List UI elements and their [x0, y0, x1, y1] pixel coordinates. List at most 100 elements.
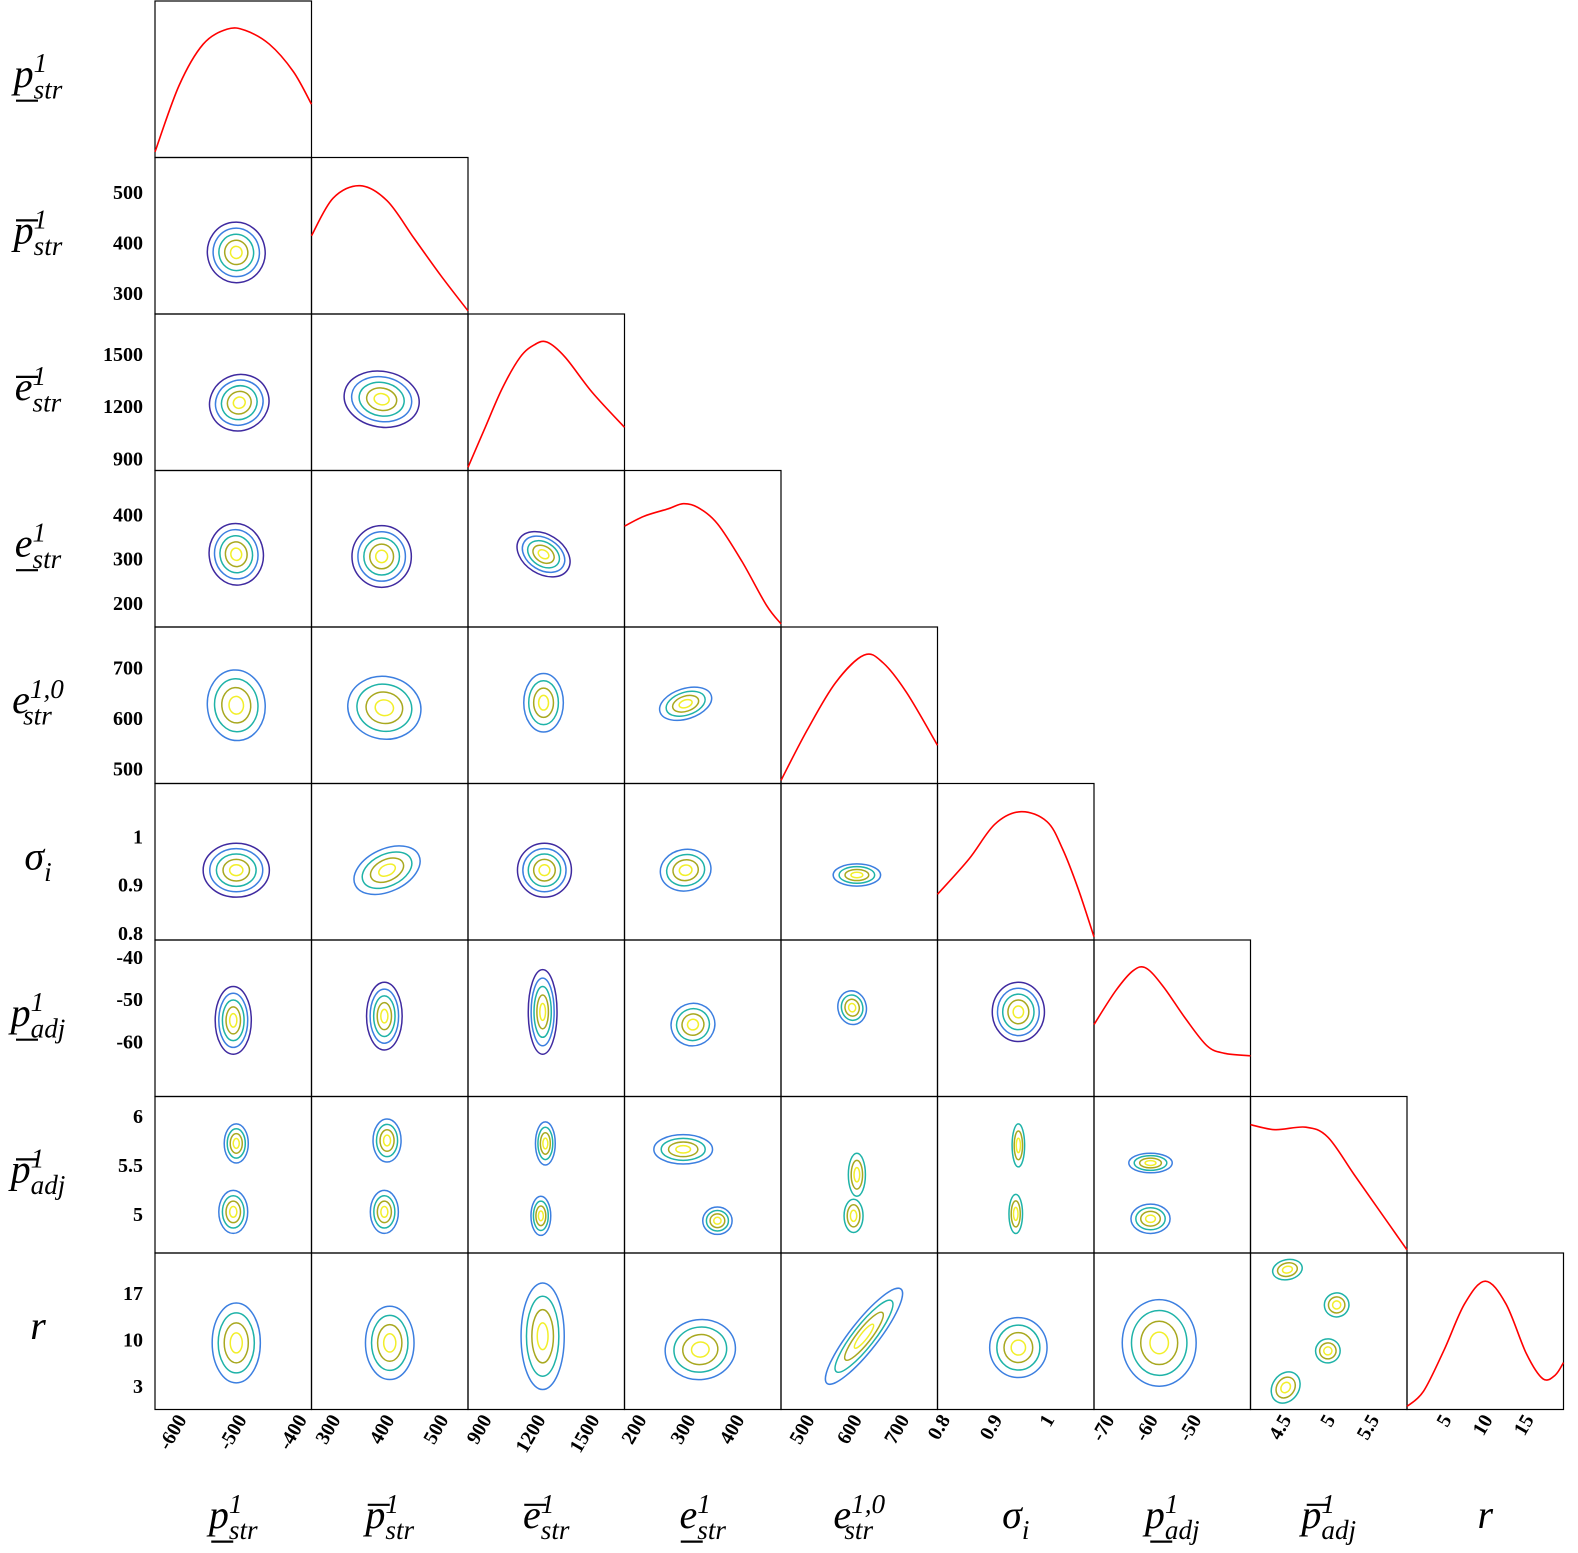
contour-p_adj_low-e_str_low-0-1 — [675, 1007, 711, 1042]
contours-e_str_up-p_str_up — [343, 370, 420, 429]
contour-r-e_str_low-0-2 — [681, 1333, 719, 1366]
contour-e_str_up-p_str_up-0-2 — [358, 381, 405, 417]
contour-p_adj_up-p_str_up-0-2 — [379, 1129, 395, 1153]
contour-r-e_str_up-0-3 — [536, 1322, 549, 1351]
x-tick-p_str_low-2: -400 — [274, 1411, 311, 1454]
contour-e_str_10-p_str_low-0-2 — [221, 686, 252, 724]
contour-r-e_str_low-0-1 — [673, 1326, 728, 1373]
contours-p_adj_low-e_str_10 — [837, 990, 868, 1026]
contour-e_str_low-p_str_low-0-2 — [219, 535, 254, 574]
contours-sigma_i-p_str_low — [202, 842, 271, 898]
y-tick-e_str_up-0: 1500 — [103, 344, 143, 366]
contour-p_adj_low-p_str_low-0-3 — [225, 1006, 242, 1035]
column-label-e_str_low: e1 str — [680, 1489, 727, 1545]
contour-r-p_adj_low-0-2 — [1139, 1320, 1179, 1366]
contour-sigma_i-e_str_up-0-2 — [527, 853, 562, 888]
marginal-curve-p_adj_low — [1093, 965, 1251, 1057]
column-label-e_str_10: e1,0 str — [833, 1489, 885, 1545]
cell-p_str_up-p_str_up — [310, 156, 469, 315]
contour-p_adj_low-e_str_10-0-1 — [840, 994, 864, 1022]
y-tick-sigma_i-1: 0.9 — [118, 875, 143, 897]
y-tick-p_adj_up-1: 5.5 — [118, 1155, 143, 1177]
contour-p_str_up-p_str_low-0-4 — [229, 245, 243, 260]
row-label-sigma_i: σi — [24, 834, 51, 887]
contour-p_str_up-p_str_low-0-0 — [206, 221, 266, 284]
cell-p_adj_low-p_str_up — [310, 939, 469, 1098]
contour-p_adj_up-e_str_10-0-0 — [847, 1152, 867, 1198]
cell-sigma_i-p_str_low — [154, 782, 313, 941]
x-ticks-layer: -600 -500 -400 300 400 500 900 1200 1500 200 300 40… — [154, 1411, 1539, 1457]
contours-e_str_low-e_str_up — [516, 530, 571, 578]
contour-p_adj_low-p_str_low-0-0 — [214, 985, 253, 1055]
contour-e_str_10-p_str_up-0-0 — [347, 675, 422, 741]
contours-sigma_i-e_str_10 — [832, 863, 882, 887]
contour-p_adj_up-sigma_i-1-1 — [1010, 1200, 1022, 1228]
contour-sigma_i-e_str_up-0-4 — [538, 864, 551, 877]
contour-e_str_low-p_str_up-0-0 — [351, 524, 413, 589]
contour-p_adj_up-e_str_low-1-3 — [713, 1216, 722, 1225]
contours-p_adj_up-e_str_10 — [843, 1152, 867, 1234]
column-label-p_str_low: p1 str — [206, 1489, 258, 1545]
contour-p_adj_low-p_str_up-0-4 — [380, 1008, 389, 1024]
cell-e_str_up-p_str_up — [310, 313, 469, 472]
contour-sigma_i-e_str_10-0-1 — [838, 865, 876, 885]
contour-p_adj_low-p_str_low-0-2 — [221, 999, 245, 1042]
x-tick-e_str_10-2: 700 — [880, 1411, 914, 1448]
contour-sigma_i-p_str_low-0-2 — [215, 853, 257, 888]
contour-e_str_10-p_str_up-0-3 — [374, 699, 395, 717]
contour-r-p_str_low-0-1 — [217, 1312, 256, 1374]
cell-e_str_low-e_str_up — [467, 469, 626, 628]
contour-e_str_10-e_str_up-0-1 — [527, 680, 560, 726]
contour-p_adj_low-sigma_i-0-4 — [1012, 1005, 1025, 1019]
contour-r-p_str_up-0-0 — [364, 1305, 415, 1381]
contour-p_adj_up-p_str_low-0-1 — [226, 1128, 247, 1159]
contour-p_adj_low-sigma_i-0-0 — [991, 981, 1046, 1043]
contours-sigma_i-e_str_low — [659, 848, 712, 892]
contours-r-e_str_low — [664, 1318, 737, 1381]
x-tick-r-2: 15 — [1510, 1411, 1539, 1439]
cell-r-r — [1406, 1252, 1565, 1411]
contour-p_adj_up-p_adj_low-0-2 — [1138, 1157, 1163, 1169]
contour-p_adj_low-p_str_up-0-0 — [365, 981, 403, 1051]
contour-p_adj_up-p_str_up-1-0 — [369, 1189, 400, 1235]
contour-p_adj_low-e_str_up-0-0 — [527, 968, 558, 1055]
contour-p_adj_up-p_adj_low-0-0 — [1128, 1152, 1174, 1174]
contour-p_adj_low-e_str_up-0-3 — [536, 994, 550, 1030]
contour-sigma_i-e_str_10-0-2 — [844, 868, 870, 882]
contour-p_adj_low-e_str_low-0-2 — [681, 1013, 705, 1036]
contour-p_adj_up-sigma_i-0-0 — [1011, 1123, 1026, 1168]
contour-p_adj_up-e_str_low-1-2 — [709, 1213, 726, 1229]
contour-e_str_10-e_str_up-0-2 — [532, 687, 555, 719]
x-tick-e_str_low-1: 300 — [666, 1411, 700, 1448]
contour-p_adj_low-sigma_i-0-2 — [1001, 993, 1035, 1031]
cell-e_str_low-p_str_up — [310, 469, 469, 628]
contour-e_str_up-p_str_low-0-0 — [208, 373, 270, 432]
contour-r-e_str_up-0-2 — [531, 1308, 555, 1364]
cell-e_str_up-e_str_up — [467, 313, 626, 472]
cell-p_adj_up-e_str_low — [623, 1095, 782, 1254]
contour-e_str_up-p_str_up-0-1 — [350, 375, 413, 423]
x-tick-p_adj_low-2: -50 — [1174, 1411, 1206, 1445]
contours-p_adj_low-e_str_up — [527, 968, 558, 1055]
contour-p_adj_up-p_str_up-0-0 — [372, 1118, 402, 1163]
x-tick-e_str_10-0: 500 — [785, 1411, 819, 1448]
x-tick-p_adj_low-0: -70 — [1087, 1411, 1119, 1445]
x-tick-sigma_i-2: 1 — [1035, 1411, 1059, 1431]
contour-sigma_i-e_str_low-0-3 — [678, 864, 693, 877]
cell-p_str_up-p_str_low — [154, 156, 313, 315]
x-tick-e_str_up-1: 1200 — [511, 1411, 550, 1457]
contour-sigma_i-e_str_low-0-2 — [672, 858, 700, 882]
contour-p_adj_up-p_str_up-1-1 — [373, 1195, 396, 1229]
x-tick-p_str_up-0: 300 — [311, 1411, 345, 1448]
x-tick-e_str_up-0: 900 — [462, 1411, 496, 1448]
cell-p_adj_up-p_adj_low — [1093, 1095, 1252, 1254]
contour-p_adj_low-e_str_low-0-0 — [670, 1002, 716, 1047]
contour-r-p_adj_up-1-1 — [1327, 1296, 1346, 1314]
contour-r-e_str_10-0-1 — [834, 1299, 894, 1374]
contour-r-e_str_10-0-0 — [824, 1287, 904, 1386]
contour-p_adj_up-p_adj_low-1-2 — [1139, 1210, 1162, 1227]
cell-p_adj_low-e_str_up — [467, 939, 626, 1098]
cell-r-sigma_i — [936, 1252, 1095, 1411]
